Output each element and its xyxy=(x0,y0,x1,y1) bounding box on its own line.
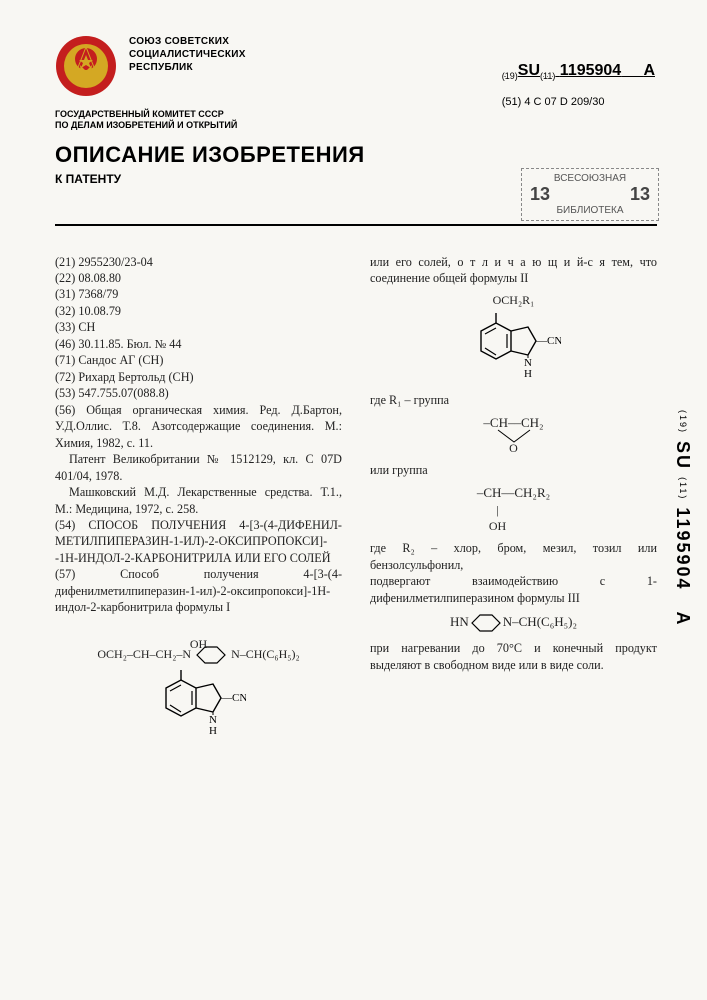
org-line2: СОЦИАЛИСТИЧЕСКИХ xyxy=(129,48,246,61)
para-4: где R₂ – хлор, бром, мезил, тозил или бе… xyxy=(370,540,657,573)
field-21: (21) 2955230/23-04 xyxy=(55,254,342,270)
field-72: (72) Рихард Бертольд (CH) xyxy=(55,369,342,385)
para-5: подвергают взаимодействию с 1-дифенилмет… xyxy=(370,573,657,606)
para-2: где R₁ – группа xyxy=(370,392,657,408)
field-56c: Машковский М.Д. Лекарственные средства. … xyxy=(55,484,342,517)
committee-line2: ПО ДЕЛАМ ИЗОБРЕТЕНИЙ И ОТКРЫТИЙ xyxy=(55,120,657,131)
indole-structure-II-icon: —CN N H xyxy=(466,311,561,386)
field-22: (22) 08.08.80 xyxy=(55,270,342,286)
field-53: (53) 547.755.07(088.8) xyxy=(55,385,342,401)
field-71: (71) Сандос АГ (CH) xyxy=(55,352,342,368)
body: (21) 2955230/23-04 (22) 08.08.80 (31) 73… xyxy=(55,254,657,750)
chr2-top: –CH––CH₂R₂ xyxy=(370,484,657,502)
code-11: (11) xyxy=(540,71,555,81)
left-column: (21) 2955230/23-04 (22) 08.08.80 (31) 73… xyxy=(55,254,360,750)
stamp-left: 13 xyxy=(530,184,550,205)
doc-suffix: A xyxy=(643,62,655,79)
field-54: (54) СПОСОБ ПОЛУЧЕНИЯ 4-[3-(4-ДИФЕНИЛ-МЕ… xyxy=(55,517,342,566)
epoxy-o: O xyxy=(370,440,657,456)
formula-III: HN N–CH(C₆H₅)₂ xyxy=(370,612,657,634)
field-56b: Патент Великобритании № 1512129, кл. C 0… xyxy=(55,451,342,484)
para-3: или группа xyxy=(370,462,657,478)
field-31: (31) 7368/79 xyxy=(55,286,342,302)
formula-I: OH OCH₂–CH–CH₂–N N–CH(C₆H₅)₂ —CN N H xyxy=(55,622,342,743)
right-column: или его солей, о т л и ч а ю щ и й-с я т… xyxy=(360,254,657,750)
epoxy-top: –CH––CH₂ xyxy=(370,414,657,432)
epoxy-group: –CH––CH₂ O xyxy=(370,414,657,456)
divider xyxy=(55,224,657,226)
svg-text:H: H xyxy=(209,725,217,737)
field-33: (33) CH xyxy=(55,319,342,335)
stamp-top: ВСЕСОЮЗНАЯ xyxy=(530,173,650,184)
org-line3: РЕСПУБЛИК xyxy=(129,61,246,74)
formula-I-end: N–CH(C₆H₅)₂ xyxy=(231,647,300,661)
stamp-right: 13 xyxy=(630,184,650,205)
svg-text:—CN: —CN xyxy=(220,692,246,704)
field-46: (46) 30.11.85. Бюл. № 44 xyxy=(55,336,342,352)
chr2-group: –CH––CH₂R₂ |OH xyxy=(370,484,657,534)
doc-number: 1195904 xyxy=(560,62,621,79)
formula-I-chain: OCH₂–CH–CH₂–N xyxy=(97,647,191,661)
code-19: (19) xyxy=(502,71,518,81)
ipc-classification: (51) 4 C 07 D 209/30 xyxy=(502,96,655,108)
patent-page: СОЮЗ СОВЕТСКИХ СОЦИАЛИСТИЧЕСКИХ РЕСПУБЛИ… xyxy=(0,0,707,1000)
field-57a: (57) Способ получения 4-[3-(4-дифенилмет… xyxy=(55,566,342,615)
formula-II-top: OCH₂R₁ xyxy=(370,292,657,308)
org-name: СОЮЗ СОВЕТСКИХ СОЦИАЛИСТИЧЕСКИХ РЕСПУБЛИ… xyxy=(129,35,246,74)
svg-text:—CN: —CN xyxy=(535,335,561,347)
svg-text:H: H xyxy=(524,368,532,380)
doc-title: ОПИСАНИЕ ИЗОБРЕТЕНИЯ xyxy=(55,142,657,168)
field-32: (32) 10.08.79 xyxy=(55,303,342,319)
library-stamp: ВСЕСОЮЗНАЯ 13 13 БИБЛИОТЕКА xyxy=(521,168,659,221)
para-1: или его солей, о т л и ч а ю щ и й-с я т… xyxy=(370,254,657,287)
ussr-emblem xyxy=(55,35,117,97)
field-56a: (56) Общая органическая химия. Ред. Д.Ба… xyxy=(55,402,342,451)
doc-codes: (19)SU(11) 1195904 A (51) 4 C 07 D 209/3… xyxy=(502,62,655,108)
committee-line1: ГОСУДАРСТВЕННЫЙ КОМИТЕТ СССР xyxy=(55,109,657,120)
para-6: при нагревании до 70°С и конечный продук… xyxy=(370,640,657,673)
stamp-bottom: БИБЛИОТЕКА xyxy=(530,205,650,216)
committee: ГОСУДАРСТВЕННЫЙ КОМИТЕТ СССР ПО ДЕЛАМ ИЗ… xyxy=(55,109,657,132)
org-line1: СОЮЗ СОВЕТСКИХ xyxy=(129,35,246,48)
code-su: SU xyxy=(518,62,540,79)
indole-structure-icon: —CN N H xyxy=(151,668,246,743)
formula-I-oh: OH xyxy=(190,637,207,651)
chr2-oh: |OH xyxy=(338,502,657,534)
spine-code: (19) SU (11) 1195904 A xyxy=(672,410,693,627)
formula-II: OCH₂R₁ —CN N H xyxy=(370,292,657,385)
